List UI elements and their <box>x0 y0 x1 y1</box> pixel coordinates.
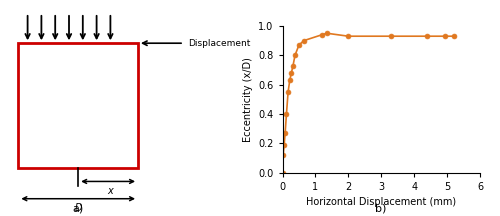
Text: b): b) <box>376 204 386 214</box>
Text: Displacement: Displacement <box>188 39 251 48</box>
Bar <box>18 43 138 168</box>
Text: a): a) <box>72 204 84 214</box>
Text: x: x <box>108 186 114 196</box>
Text: D: D <box>74 203 82 213</box>
X-axis label: Horizontal Displacement (mm): Horizontal Displacement (mm) <box>306 197 456 207</box>
Y-axis label: Eccentricity (x/D): Eccentricity (x/D) <box>242 57 252 142</box>
